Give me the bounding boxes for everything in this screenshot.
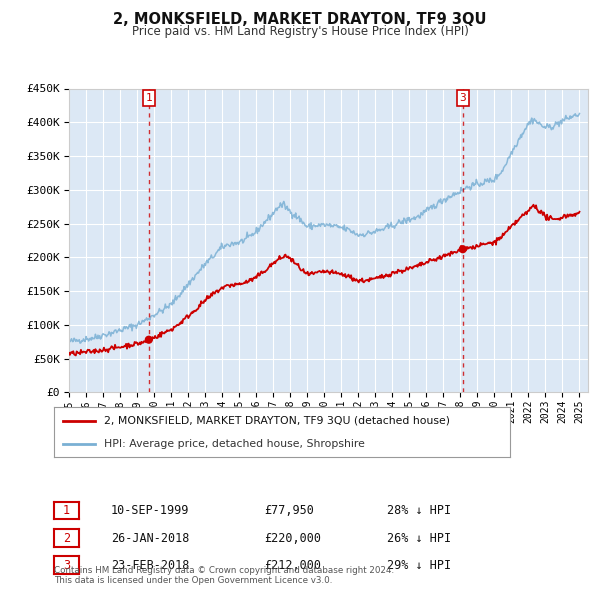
Text: 10-SEP-1999: 10-SEP-1999 xyxy=(111,504,190,517)
Text: 26-JAN-2018: 26-JAN-2018 xyxy=(111,532,190,545)
Text: 23-FEB-2018: 23-FEB-2018 xyxy=(111,559,190,572)
Text: Contains HM Land Registry data © Crown copyright and database right 2024.
This d: Contains HM Land Registry data © Crown c… xyxy=(54,566,394,585)
Text: HPI: Average price, detached house, Shropshire: HPI: Average price, detached house, Shro… xyxy=(104,439,365,449)
Text: 3: 3 xyxy=(63,559,70,572)
Text: 28% ↓ HPI: 28% ↓ HPI xyxy=(387,504,451,517)
Text: £220,000: £220,000 xyxy=(264,532,321,545)
Text: 1: 1 xyxy=(145,93,152,103)
Text: £77,950: £77,950 xyxy=(264,504,314,517)
Text: 2, MONKSFIELD, MARKET DRAYTON, TF9 3QU (detached house): 2, MONKSFIELD, MARKET DRAYTON, TF9 3QU (… xyxy=(104,415,450,425)
Point xyxy=(144,335,154,345)
Text: £212,000: £212,000 xyxy=(264,559,321,572)
Text: 26% ↓ HPI: 26% ↓ HPI xyxy=(387,532,451,545)
Point xyxy=(458,244,467,254)
Text: 2, MONKSFIELD, MARKET DRAYTON, TF9 3QU: 2, MONKSFIELD, MARKET DRAYTON, TF9 3QU xyxy=(113,12,487,27)
Text: 1: 1 xyxy=(63,504,70,517)
Text: 3: 3 xyxy=(460,93,466,103)
Text: 2: 2 xyxy=(63,532,70,545)
Text: Price paid vs. HM Land Registry's House Price Index (HPI): Price paid vs. HM Land Registry's House … xyxy=(131,25,469,38)
Text: 29% ↓ HPI: 29% ↓ HPI xyxy=(387,559,451,572)
